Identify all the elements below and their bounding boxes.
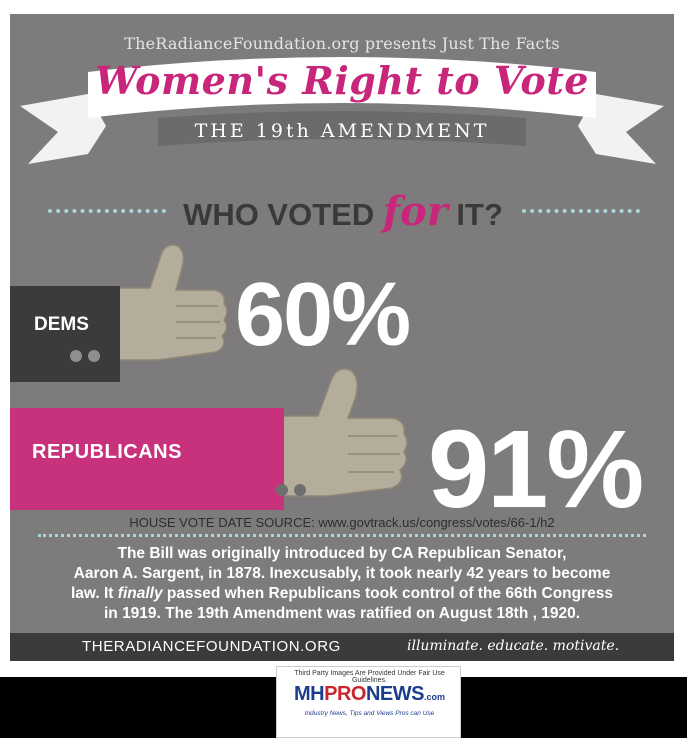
ribbon-banner bbox=[20, 57, 664, 164]
republicans-label: REPUBLICANS bbox=[32, 441, 182, 463]
cuff-button bbox=[276, 484, 288, 496]
page-subtitle: THE 19th AMENDMENT bbox=[194, 120, 490, 142]
body-line: The Bill was originally introduced by CA… bbox=[117, 545, 567, 562]
thumbs-up-icon-dems bbox=[117, 244, 228, 361]
dotted-divider-right bbox=[522, 209, 640, 213]
dems-sleeve bbox=[10, 286, 120, 382]
value-label-dems: 60% bbox=[235, 265, 411, 365]
page-title: Women's Right to Vote bbox=[95, 58, 589, 103]
dotted-divider-source bbox=[38, 534, 646, 537]
presents-line: TheRadianceFoundation.org presents Just … bbox=[124, 34, 560, 53]
body-line: law. It finally passed when Republicans … bbox=[40, 584, 644, 604]
body-line: Aaron A. Sargent, in 1878. Inexcusably, … bbox=[73, 565, 611, 582]
body-line: in 1919. The 19th Amendment was ratified… bbox=[103, 605, 581, 622]
fair-use-notice: Third Party Images Are Provided Under Fa… bbox=[294, 670, 445, 684]
value-label-republicans: 91% bbox=[428, 408, 644, 531]
logo-news: NEWS bbox=[365, 683, 425, 705]
footer-tagline: illuminate. educate. motivate. bbox=[407, 638, 620, 654]
mhpronews-logo-box[interactable]: Third Party Images Are Provided Under Fa… bbox=[276, 666, 461, 738]
question-after: IT? bbox=[447, 197, 503, 232]
dotted-divider-left bbox=[48, 209, 166, 213]
body-emphasis: finally bbox=[117, 585, 163, 602]
footer-site-link[interactable]: THERADIANCEFOUNDATION.ORG bbox=[82, 638, 341, 655]
logo-mh: MH bbox=[294, 683, 325, 705]
thumbs-up-icon-republicans bbox=[279, 368, 408, 497]
question-heading: WHO VOTED for IT? bbox=[10, 186, 674, 236]
mhpronews-logo: MHPRONEWS.com bbox=[277, 683, 462, 706]
source-line: HOUSE VOTE DATE SOURCE: www.govtrack.us/… bbox=[129, 515, 555, 530]
question-text: WHO VOTED for IT? bbox=[168, 188, 518, 235]
cuff-button bbox=[70, 350, 82, 362]
republicans-sleeve bbox=[10, 408, 284, 510]
dems-label: DEMS bbox=[34, 314, 89, 335]
question-before: WHO VOTED bbox=[183, 197, 383, 232]
cuff-button bbox=[88, 350, 100, 362]
body-line-part: law. It bbox=[70, 585, 118, 602]
mhpronews-tagline: Industry News, Tips and Views Pros can U… bbox=[304, 710, 435, 717]
question-emphasis: for bbox=[382, 188, 448, 235]
cuff-button bbox=[294, 484, 306, 496]
logo-pro: PRO bbox=[324, 683, 366, 705]
infographic-card: TheRadianceFoundation.org presents Just … bbox=[10, 14, 674, 661]
logo-com: .com bbox=[423, 692, 445, 702]
body-line-part: passed when Republicans took control of … bbox=[162, 585, 614, 602]
body-paragraph: The Bill was originally introduced by CA… bbox=[40, 544, 644, 624]
footer-bar bbox=[10, 633, 674, 661]
